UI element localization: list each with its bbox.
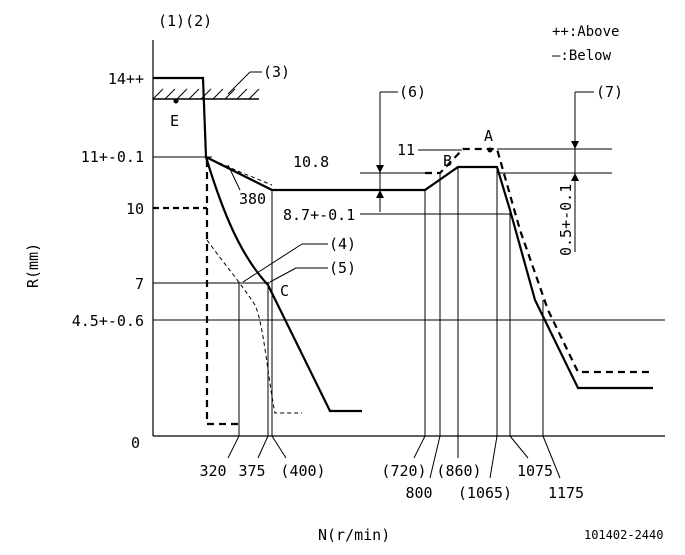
y-tick-10: 10 (126, 200, 144, 218)
drawing-code: 101402-2440 (584, 528, 663, 542)
legend-below: —:Below (552, 48, 612, 64)
x-tick-1065: (1065) (458, 484, 512, 502)
callout-5-leader (269, 267, 297, 283)
x-tick-1175: 1175 (548, 484, 584, 502)
dim-7-arrow-up (571, 173, 579, 181)
point-e-marker (173, 98, 179, 104)
x-tick-860: (860) (436, 462, 481, 480)
x-leader-1065 (489, 435, 498, 479)
callout-3: (3) (263, 63, 290, 81)
x-tick-400: (400) (280, 462, 325, 480)
point-a-marker (487, 147, 493, 153)
header-tags: (1)(2) (158, 12, 212, 30)
label-380: 380 (239, 190, 266, 208)
x-tick-320: 320 (199, 462, 226, 480)
point-e-label: E (170, 112, 179, 130)
point-a-label: A (484, 127, 493, 145)
x-leader-400 (271, 435, 287, 459)
solid-curve-main (153, 76, 653, 390)
label-11: 11 (397, 141, 415, 159)
x-tick-800: 800 (405, 484, 432, 502)
dim-7-arrow-down (571, 141, 579, 149)
x-leader-1175 (542, 435, 561, 479)
dashed-thin-curve (206, 239, 302, 414)
dim-6-arrow-up (376, 190, 384, 198)
point-b-label: B (443, 152, 452, 170)
callout-7: (7) (596, 83, 623, 101)
y-tick-7: 7 (135, 275, 144, 293)
x-axis-label: N(r/min) (318, 526, 390, 544)
callout-4: (4) (329, 235, 356, 253)
stop-bar-hatching (152, 88, 260, 100)
dashed-upper-curve (205, 156, 273, 186)
callout-6: (6) (399, 83, 426, 101)
y-tick-14: 14++ (108, 70, 144, 88)
x-leader-320 (227, 435, 240, 459)
x-leader-1075 (509, 435, 529, 459)
x-leader-720 (413, 435, 426, 459)
dim-6-arrow-down (376, 165, 384, 173)
y-tick-0: 0 (131, 434, 140, 452)
x-tick-720: (720) (381, 462, 426, 480)
legend-above: ++:Above (552, 24, 619, 40)
y-axis-label: R(mm) (24, 243, 42, 288)
x-tick-1075: 1075 (517, 462, 553, 480)
callout-3-leader (227, 71, 251, 95)
x-leader-800 (429, 435, 441, 479)
x-leader-375 (257, 435, 269, 459)
solid-droop-curve (204, 156, 362, 413)
y-tick-4-5: 4.5+-0.6 (72, 312, 144, 330)
dashed-vertical-segment (205, 160, 239, 426)
label-0-5: 0.5+-0.1 (557, 184, 575, 256)
callout-5: (5) (329, 259, 356, 277)
callout-4-leader (242, 243, 303, 283)
label-10-8: 10.8 (293, 153, 329, 171)
x-tick-375: 375 (238, 462, 265, 480)
point-c-label: C (280, 282, 289, 300)
dashed-curve-main (425, 147, 653, 374)
label-8-7: 8.7+-0.1 (283, 206, 355, 224)
y-tick-11: 11+-0.1 (81, 148, 144, 166)
label-380-leader (227, 164, 241, 191)
